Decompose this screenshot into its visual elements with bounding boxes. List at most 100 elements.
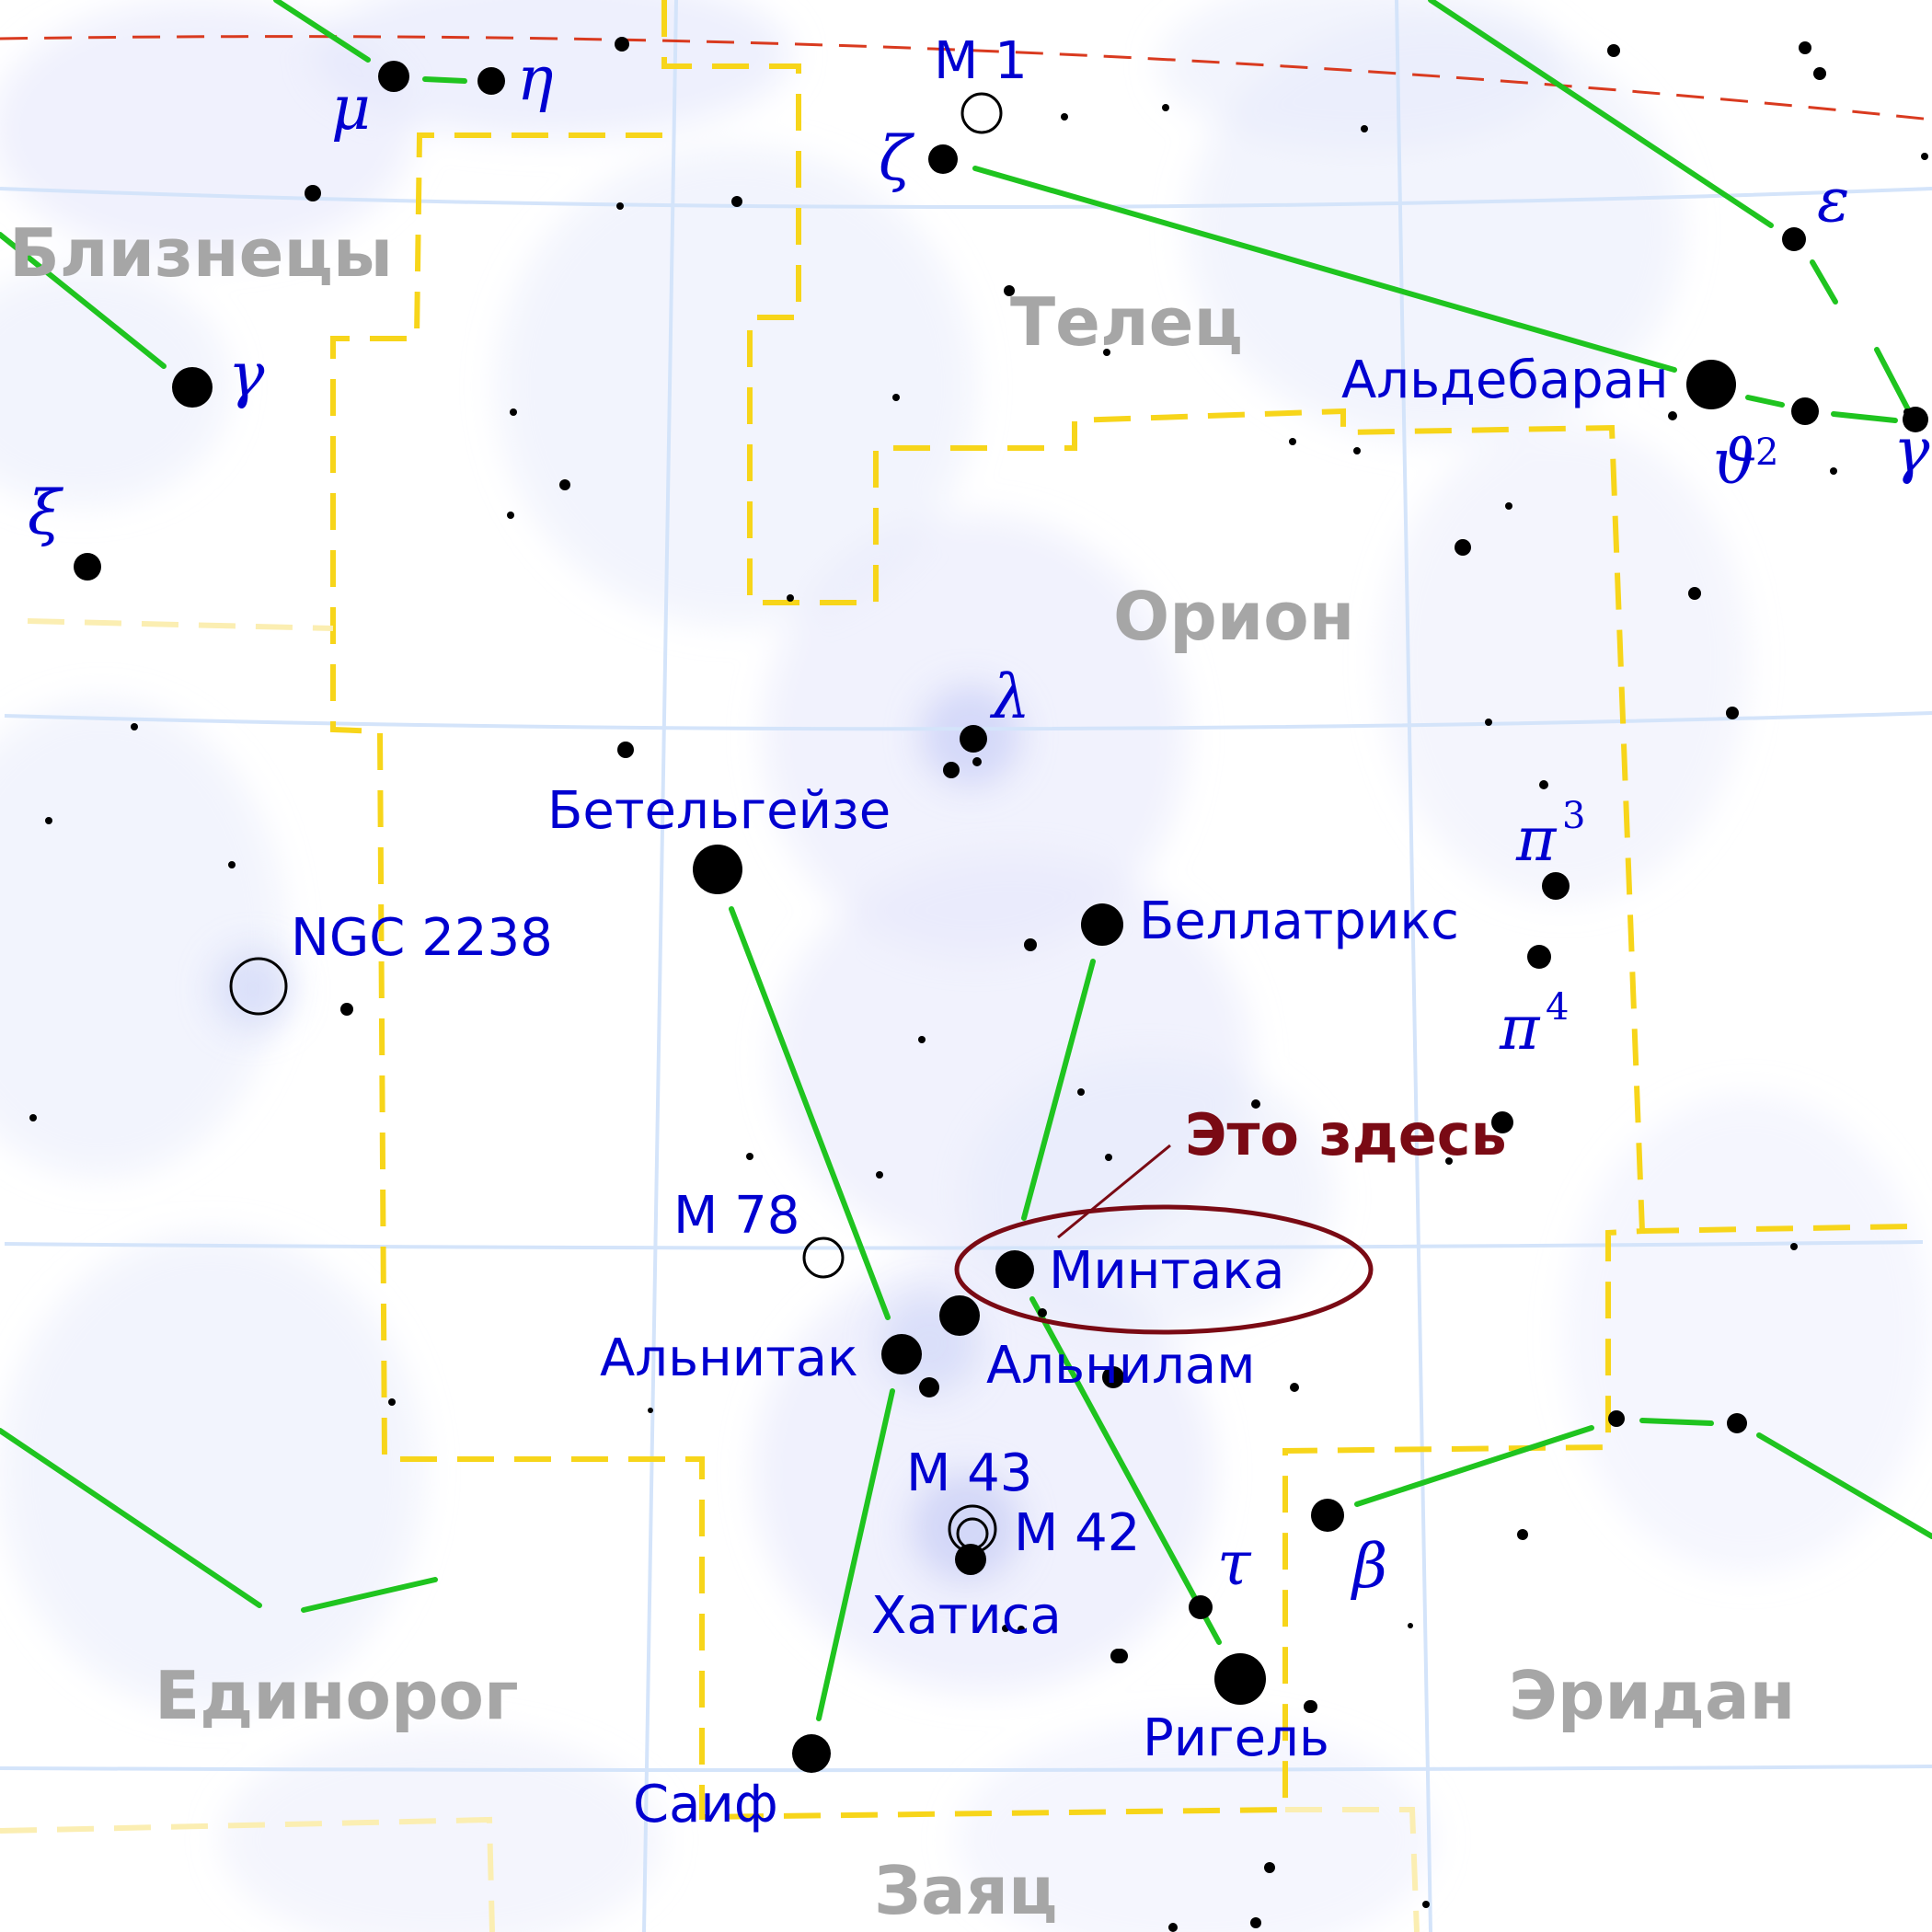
greek-label-epsilon: ε bbox=[1817, 165, 1849, 236]
constellation-name-taurus: Телец bbox=[1010, 283, 1243, 361]
star bbox=[1790, 1243, 1798, 1250]
star bbox=[1061, 113, 1068, 121]
zeta-tau-star bbox=[928, 144, 958, 174]
dso-label-m42: M 42 bbox=[1014, 1503, 1140, 1563]
constellation-figure-lines bbox=[0, 0, 1932, 1721]
star bbox=[1361, 125, 1368, 132]
highlight-label: Это здесь bbox=[1185, 1101, 1507, 1168]
constellation-name-orion: Орион bbox=[1113, 578, 1354, 655]
star-label-mintaka: Минтака bbox=[1049, 1241, 1284, 1301]
star bbox=[1264, 1862, 1275, 1873]
star bbox=[1607, 44, 1620, 57]
star bbox=[1455, 539, 1471, 556]
greek-label-pi4-sup: 4 bbox=[1546, 986, 1569, 1029]
greek-label-pi3: π bbox=[1515, 804, 1558, 875]
star-label-bellatrix: Беллатрикс bbox=[1139, 891, 1459, 951]
greek-label-mu: μ bbox=[331, 73, 371, 144]
star bbox=[1113, 1649, 1128, 1663]
star bbox=[1038, 1308, 1047, 1317]
aldebaran-star bbox=[1686, 360, 1736, 409]
star bbox=[1505, 502, 1512, 510]
star bbox=[340, 1003, 353, 1016]
star bbox=[1289, 438, 1296, 445]
constellation-name-monoceros: Единорог bbox=[155, 1657, 519, 1734]
star bbox=[1445, 1157, 1453, 1165]
tau-ori-star bbox=[1189, 1595, 1213, 1619]
greek-label-pi4: π bbox=[1499, 993, 1541, 1064]
star bbox=[1018, 1626, 1025, 1633]
star bbox=[1105, 1154, 1112, 1161]
alnitak-star bbox=[881, 1334, 922, 1374]
greek-label-theta-sup: 2 bbox=[1755, 431, 1778, 474]
star bbox=[45, 817, 52, 824]
star bbox=[731, 196, 742, 207]
star bbox=[787, 594, 794, 602]
highlight-pointer-line bbox=[1057, 1144, 1171, 1239]
constellation-name-lepus: Заяц bbox=[874, 1852, 1057, 1929]
star bbox=[1304, 1700, 1317, 1713]
star bbox=[29, 1114, 37, 1121]
star bbox=[1168, 1923, 1178, 1932]
star bbox=[388, 1398, 396, 1406]
greek-label-tau: τ bbox=[1217, 1528, 1252, 1599]
star bbox=[1004, 285, 1015, 296]
stars bbox=[29, 37, 1928, 1932]
bellatrix-star bbox=[1081, 903, 1123, 946]
xi-gem-star bbox=[74, 553, 101, 581]
mintaka-highlight bbox=[954, 1144, 1374, 1335]
greek-label-gamma-gem: γ bbox=[228, 339, 265, 410]
star bbox=[1162, 104, 1169, 111]
saiph-star bbox=[792, 1734, 831, 1773]
star-label-aldebaran: Альдебаран bbox=[1341, 351, 1669, 410]
star bbox=[1921, 153, 1928, 160]
star bbox=[1539, 780, 1548, 789]
star bbox=[1290, 1383, 1299, 1392]
star bbox=[746, 1153, 753, 1160]
star bbox=[131, 723, 138, 730]
star-label-alnilam: Альнилам bbox=[986, 1336, 1255, 1396]
greek-label-gamma-tau: γ bbox=[1893, 415, 1930, 486]
star bbox=[972, 757, 982, 766]
star bbox=[1251, 1099, 1260, 1109]
star bbox=[305, 185, 321, 201]
m1-nebula-marker bbox=[960, 92, 1003, 134]
star bbox=[876, 1171, 883, 1179]
star bbox=[507, 512, 514, 519]
star bbox=[1727, 1413, 1747, 1433]
greek-label-xi: ξ bbox=[28, 477, 64, 548]
epsilon-tau-star bbox=[1782, 227, 1806, 251]
constellation-name-eridanus: Эридан bbox=[1509, 1657, 1795, 1734]
star bbox=[1103, 349, 1110, 356]
star bbox=[1517, 1529, 1528, 1540]
star bbox=[1799, 41, 1811, 54]
star bbox=[1608, 1410, 1625, 1427]
greek-label-pi3-sup: 3 bbox=[1562, 795, 1585, 837]
star bbox=[1250, 1917, 1261, 1928]
star bbox=[510, 408, 517, 416]
star bbox=[1813, 67, 1826, 80]
star bbox=[1830, 467, 1837, 475]
dso-label-m78: M 78 bbox=[673, 1186, 799, 1246]
star bbox=[1903, 408, 1911, 416]
beta-eri-star bbox=[1311, 1499, 1344, 1532]
star bbox=[559, 479, 570, 490]
eta-gem-star bbox=[477, 67, 505, 95]
star bbox=[1353, 447, 1361, 454]
mintaka-star bbox=[995, 1250, 1034, 1289]
star bbox=[1422, 1901, 1430, 1908]
star bbox=[1077, 1088, 1085, 1096]
theta2-tau-star bbox=[1791, 397, 1819, 425]
star-label-saiph: Саиф bbox=[633, 1775, 778, 1834]
ecliptic-line bbox=[0, 35, 1932, 121]
hatysa-star bbox=[955, 1544, 986, 1575]
mu-gem-star bbox=[378, 61, 409, 92]
star bbox=[616, 202, 624, 210]
ngc2238-marker bbox=[229, 957, 288, 1016]
alnilam-star bbox=[939, 1295, 980, 1336]
greek-label-eta: η bbox=[517, 43, 554, 114]
greek-label-beta: β bbox=[1350, 1531, 1387, 1602]
lambda-ori-star bbox=[960, 725, 987, 753]
dso-label-ngc2238: NGC 2238 bbox=[291, 908, 553, 968]
star bbox=[1024, 938, 1037, 951]
